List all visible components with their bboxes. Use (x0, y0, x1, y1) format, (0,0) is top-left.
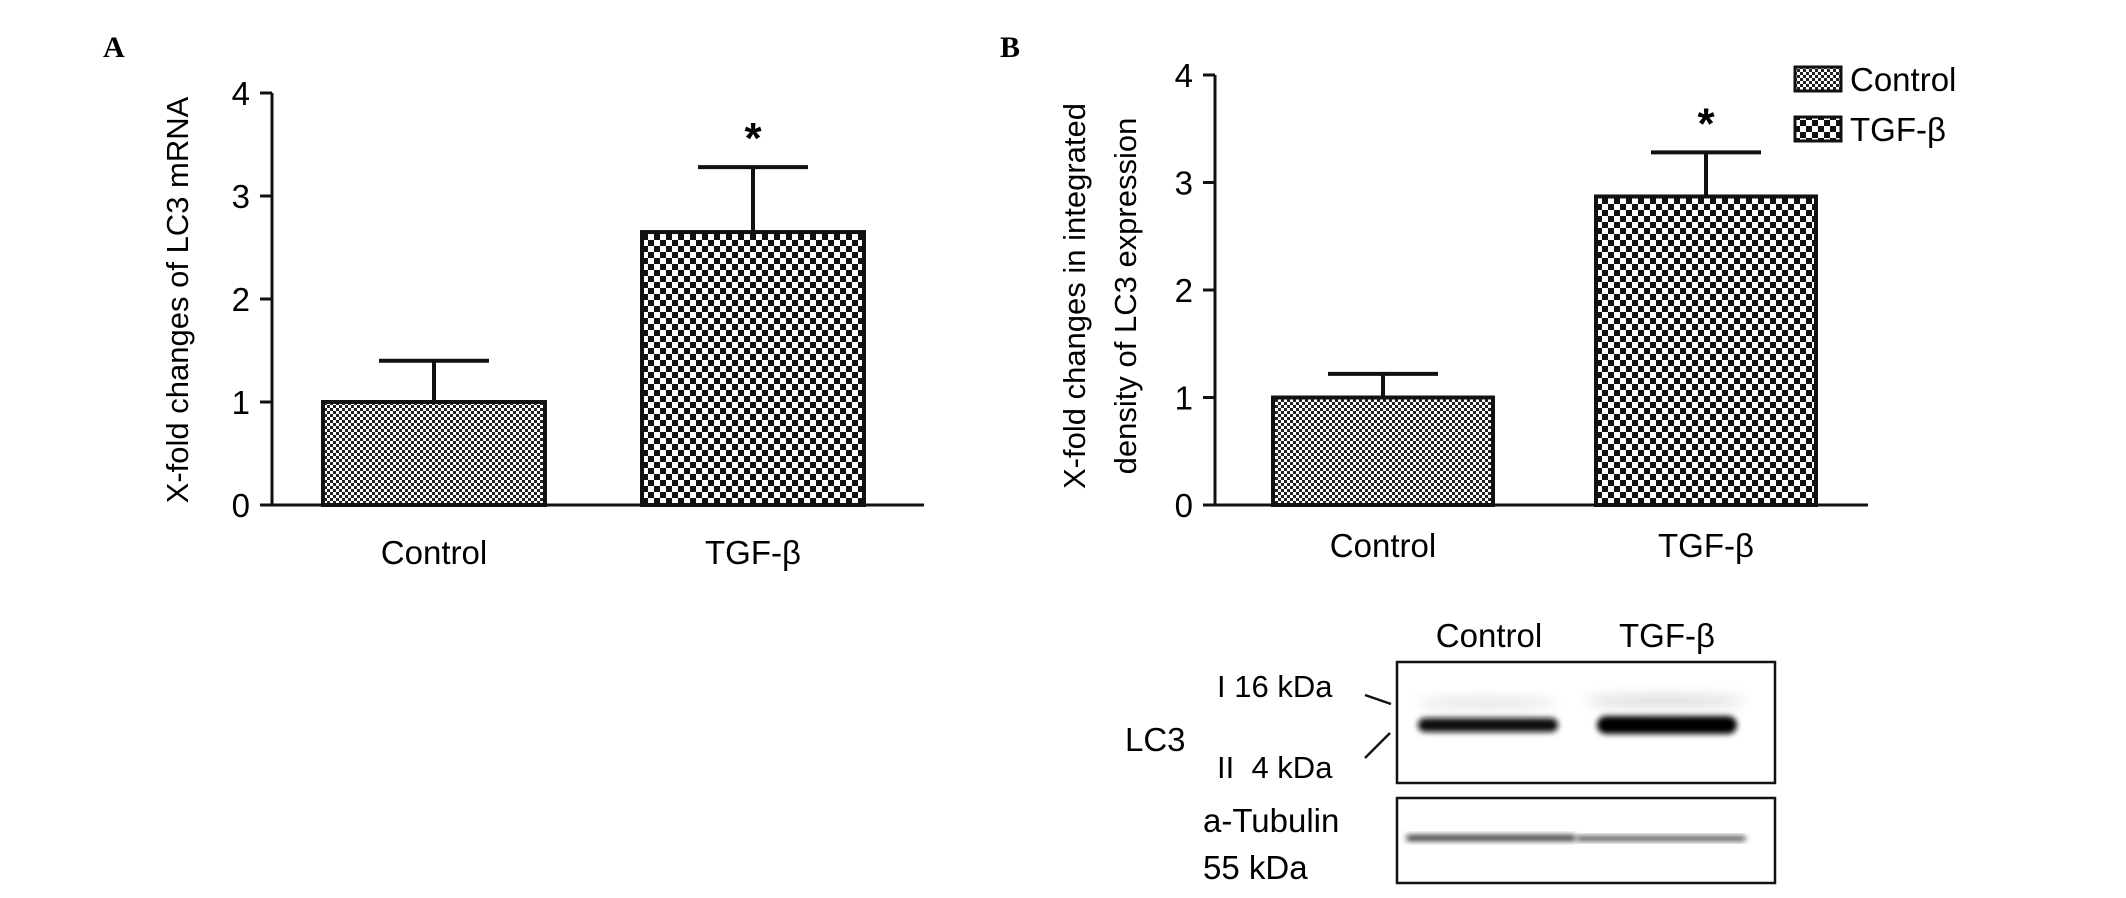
chart-b: X-fold changes in integrated density of … (1057, 57, 1956, 564)
chart-a-bar-0 (321, 400, 547, 507)
tubulin-band-tgf (1576, 836, 1746, 841)
chart-b-ytick-label-1: 1 (1175, 380, 1193, 417)
chart-a-ylabel: X-fold changes of LC3 mRNA (160, 96, 195, 503)
chart-b-ytick-label-2: 2 (1175, 272, 1193, 309)
chart-a-ytick-label-2: 2 (232, 281, 250, 318)
lc3-band-ii-pointer (1364, 732, 1391, 759)
tubulin-protein-label: a-Tubulin (1203, 802, 1339, 839)
legend-label-control: Control (1850, 61, 1956, 98)
chart-a-category-label-0: Control (381, 534, 487, 571)
lc3-protein-label: LC3 (1125, 721, 1186, 758)
lc3-faint-band-control (1417, 698, 1557, 708)
chart-b-ytick-label-3: 3 (1175, 165, 1193, 202)
legend-swatch-control (1793, 65, 1843, 93)
chart-b-bar-0 (1271, 395, 1495, 507)
legend-label-tgf: TGF-β (1850, 111, 1946, 148)
chart-a-ytick-label-1: 1 (232, 384, 250, 421)
chart-b-significance-1: * (1697, 99, 1715, 148)
chart-b-ytick-label-4: 4 (1175, 57, 1193, 94)
tubulin-size-label: 55 kDa (1203, 849, 1308, 886)
chart-b-ylabel-line-1: X-fold changes in integrated (1057, 103, 1092, 489)
lc3-band-tgf (1597, 716, 1737, 734)
chart-a-significance-1: * (744, 114, 762, 163)
chart-a-ytick-label-0: 0 (232, 487, 250, 524)
chart-b-legend: Control TGF-β (1793, 61, 1956, 148)
western-blot: Control TGF-β LC3 I 16 kDa II 4 kDa a-Tu… (1125, 617, 1777, 886)
panel-b-label: B (1000, 31, 1020, 64)
chart-a-ytick-label-4: 4 (232, 75, 250, 112)
lc3-band-control (1418, 718, 1558, 732)
chart-a-bar-1 (640, 230, 866, 508)
chart-a-ytick-label-3: 3 (232, 178, 250, 215)
chart-b-category-label-1: TGF-β (1658, 527, 1754, 564)
chart-a-category-label-1: TGF-β (705, 534, 801, 571)
chart-a: X-fold changes of LC3 mRNA 0 1 2 3 4 Control *… (160, 75, 924, 571)
legend-swatch-tgf (1793, 115, 1843, 143)
lc3-band-i-label: I 16 kDa (1217, 669, 1333, 704)
lc3-faint-band-tgf (1585, 695, 1745, 707)
chart-b-bar-1 (1594, 194, 1818, 507)
chart-b-ylabel-line-2: density of LC3 expression (1108, 118, 1143, 475)
lc3-band-i-pointer (1364, 693, 1392, 706)
tubulin-band-control (1406, 835, 1576, 841)
chart-b-ytick-label-0: 0 (1175, 487, 1193, 524)
panel-a-label: A (103, 31, 125, 64)
tubulin-blot-bands (1406, 835, 1746, 841)
chart-b-category-label-0: Control (1330, 527, 1436, 564)
lc3-blot-bands (1417, 695, 1745, 734)
blot-lane-label-tgf: TGF-β (1619, 617, 1715, 654)
blot-lane-label-control: Control (1436, 617, 1542, 654)
lc3-band-ii-label: II 4 kDa (1217, 750, 1333, 785)
